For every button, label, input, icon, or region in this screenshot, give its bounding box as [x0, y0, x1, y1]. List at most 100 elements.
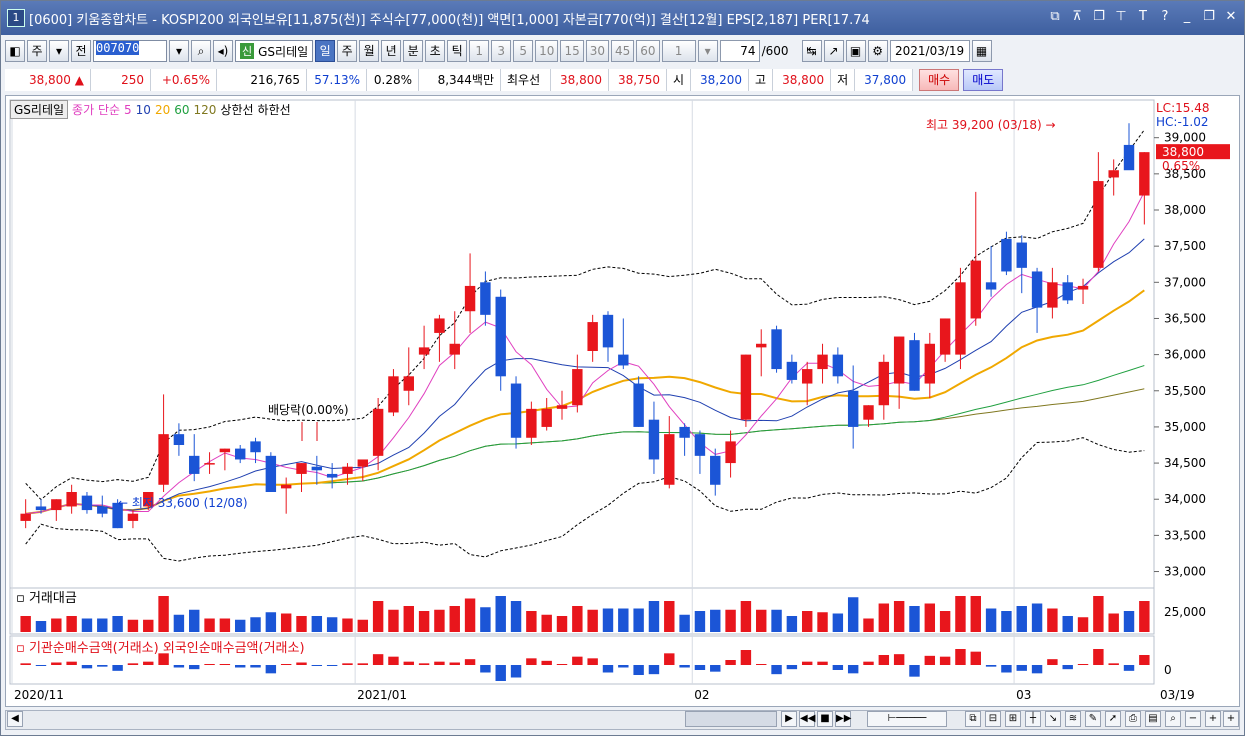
- candle-body[interactable]: [970, 260, 981, 319]
- candle-body[interactable]: [939, 318, 951, 355]
- candle-body[interactable]: [97, 506, 108, 514]
- period-minute[interactable]: 분: [403, 40, 424, 62]
- candle-body[interactable]: [541, 408, 552, 427]
- candle-body[interactable]: [189, 455, 200, 474]
- candle-body[interactable]: [556, 405, 568, 409]
- market-select[interactable]: 주: [27, 40, 47, 62]
- candle-body[interactable]: [1047, 282, 1058, 308]
- layout-split-icon[interactable]: ⊟: [985, 711, 1001, 727]
- candle-body[interactable]: [526, 408, 537, 438]
- candle-body[interactable]: [633, 383, 644, 427]
- candle-body[interactable]: [204, 463, 215, 465]
- candle-body[interactable]: [372, 408, 384, 456]
- candle-body[interactable]: [1093, 181, 1104, 268]
- candle-body[interactable]: [449, 343, 460, 355]
- min-60[interactable]: 60: [636, 40, 660, 62]
- period-tick[interactable]: 틱: [447, 40, 468, 62]
- candle-body[interactable]: [985, 282, 997, 290]
- restore-icon[interactable]: ❐: [1203, 9, 1215, 24]
- market-dropdown-icon[interactable]: ▾: [49, 40, 69, 62]
- minimize-icon[interactable]: _: [1183, 9, 1191, 24]
- candle-body[interactable]: [878, 361, 890, 406]
- legend-stock-name[interactable]: GS리테일: [10, 100, 69, 119]
- help-icon[interactable]: ?: [1161, 9, 1169, 24]
- candle-body[interactable]: [694, 434, 706, 456]
- candle-body[interactable]: [418, 347, 430, 355]
- candle-body[interactable]: [296, 463, 307, 474]
- period-second[interactable]: 초: [425, 40, 446, 62]
- candle-body[interactable]: [832, 354, 844, 377]
- candle-body[interactable]: [1031, 271, 1043, 308]
- candle-body[interactable]: [311, 466, 323, 471]
- candle-body[interactable]: [326, 473, 338, 478]
- candle-body[interactable]: [403, 376, 414, 391]
- candle-body[interactable]: [1139, 152, 1150, 196]
- draw-icon[interactable]: ↗: [823, 40, 844, 62]
- candle-body[interactable]: [1108, 170, 1119, 178]
- candle-body[interactable]: [817, 354, 828, 370]
- stock-code-input[interactable]: 007070: [93, 40, 167, 62]
- candle-body[interactable]: [893, 336, 905, 384]
- candle-body[interactable]: [786, 361, 798, 380]
- zoom-search-icon[interactable]: ⌕: [1165, 711, 1181, 727]
- window-icon[interactable]: ⧉: [965, 711, 981, 727]
- image-icon[interactable]: ▤: [1145, 711, 1161, 727]
- candle-body[interactable]: [434, 318, 445, 333]
- candle-body[interactable]: [464, 285, 476, 312]
- candle-body[interactable]: [234, 448, 246, 460]
- candle-body[interactable]: [51, 499, 62, 511]
- fit-icon[interactable]: ↹: [801, 40, 822, 62]
- candle-body[interactable]: [602, 314, 614, 348]
- candle-body[interactable]: [219, 448, 231, 453]
- period-week[interactable]: 주: [337, 40, 358, 62]
- candle-body[interactable]: [173, 434, 185, 445]
- candle-body[interactable]: [1077, 285, 1089, 290]
- candle-body[interactable]: [587, 322, 598, 351]
- candle-body[interactable]: [265, 455, 277, 492]
- candle-body[interactable]: [66, 492, 77, 507]
- candle-body[interactable]: [863, 405, 874, 420]
- candle-body[interactable]: [342, 466, 353, 474]
- zoom-out-icon[interactable]: −: [1185, 711, 1201, 727]
- settings-gear-icon[interactable]: ⚙: [867, 40, 888, 62]
- min-5[interactable]: 5: [513, 40, 534, 62]
- candle-body[interactable]: [955, 282, 966, 355]
- candle-body[interactable]: [1016, 242, 1027, 268]
- pencil-icon[interactable]: ✎: [1085, 711, 1101, 727]
- candle-body[interactable]: [357, 459, 369, 467]
- candle-body[interactable]: [924, 343, 936, 384]
- candle-body[interactable]: [771, 329, 782, 370]
- candle-body[interactable]: [143, 492, 154, 507]
- candle-body[interactable]: [740, 354, 752, 420]
- candle-body[interactable]: [1062, 282, 1073, 301]
- pin-top-icon[interactable]: ⊼: [1072, 9, 1082, 24]
- candle-body[interactable]: [20, 513, 31, 521]
- fibo-icon[interactable]: ≋: [1065, 711, 1081, 727]
- search-icon[interactable]: ⌕: [191, 40, 211, 62]
- title-bar[interactable]: 1 [0600] 키움종합차트 - KOSPI200 외국인보유[11,875(…: [1, 1, 1244, 35]
- min-3[interactable]: 3: [491, 40, 512, 62]
- candle-body[interactable]: [725, 441, 736, 464]
- candle-body[interactable]: [801, 369, 813, 384]
- rewind-icon[interactable]: ◀◀: [799, 711, 815, 727]
- n-dropdown-icon[interactable]: ▾: [697, 40, 718, 62]
- candlestick-chart[interactable]: 33,000 33,500 34,000 34,500 35,000 35,500 36,0…: [6, 96, 1239, 706]
- candle-body[interactable]: [572, 369, 583, 406]
- layout-icon[interactable]: ◧: [5, 40, 25, 62]
- zoom-in-icon[interactable]: +: [1205, 711, 1221, 727]
- count-input[interactable]: 74: [719, 40, 760, 62]
- candle-body[interactable]: [710, 455, 721, 485]
- candle-body[interactable]: [909, 340, 920, 391]
- candle-body[interactable]: [81, 495, 93, 511]
- scroll-thumb[interactable]: [685, 711, 777, 727]
- stock-name-box[interactable]: 신 GS리테일: [235, 40, 314, 62]
- min-15[interactable]: 15: [560, 40, 584, 62]
- period-year[interactable]: 년: [381, 40, 402, 62]
- candle-body[interactable]: [480, 282, 491, 315]
- trend-icon[interactable]: ↘: [1045, 711, 1061, 727]
- save-icon[interactable]: ▣: [845, 40, 866, 62]
- candle-body[interactable]: [618, 354, 629, 366]
- candle-body[interactable]: [679, 426, 690, 438]
- n-select[interactable]: 1: [661, 40, 696, 62]
- date-input[interactable]: 2021/03/19: [889, 40, 970, 62]
